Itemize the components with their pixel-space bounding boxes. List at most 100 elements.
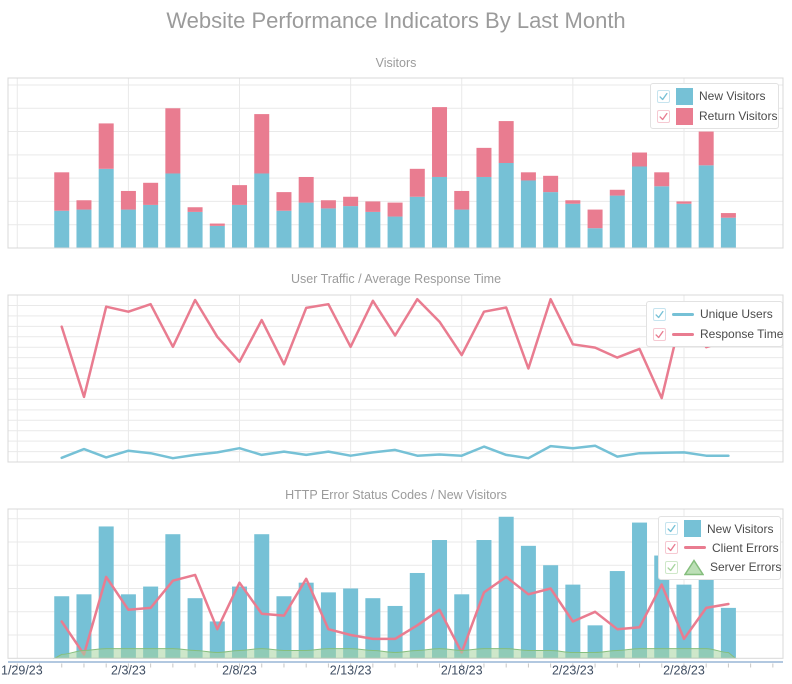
legend-marker-triangle (684, 558, 704, 576)
x-axis-label: 2/13/23 (330, 664, 372, 678)
bar (654, 186, 670, 248)
bar (365, 598, 381, 659)
legend-label: Return Visitors (699, 109, 778, 123)
bar (476, 540, 492, 659)
bar (543, 192, 559, 248)
legend-marker-square (684, 520, 701, 538)
check-icon (667, 525, 676, 533)
bar (454, 209, 470, 248)
series-new-visitors (54, 163, 736, 248)
x-axis-label: 2/23/23 (552, 664, 594, 678)
bar (254, 534, 270, 659)
page-title: Website Performance Indicators By Last M… (166, 8, 626, 33)
series-checkbox[interactable] (665, 541, 678, 555)
plot-border (7, 508, 784, 659)
series-unique-users (60, 444, 730, 460)
bar (632, 522, 648, 659)
legend-item-new-visitors[interactable]: New Visitors (657, 86, 772, 106)
bar (476, 147, 492, 177)
bar (565, 200, 581, 204)
check-icon (655, 310, 664, 318)
bar (187, 207, 203, 212)
legend-item-server-errors[interactable]: Server Errors (665, 558, 781, 577)
bar (232, 185, 248, 205)
legend-label: Unique Users (700, 307, 773, 321)
bar (698, 165, 714, 248)
legend-item-unique-users[interactable]: Unique Users (653, 304, 776, 324)
bar (676, 584, 692, 659)
series-checkbox[interactable] (665, 560, 678, 574)
bar (209, 223, 225, 226)
series-checkbox[interactable] (657, 109, 670, 123)
errors-legend: New Visitors Client Errors Server Errors (658, 516, 781, 580)
bar (654, 172, 670, 187)
x-axis-label: 2/3/23 (111, 664, 146, 678)
check-icon (667, 544, 676, 552)
legend-label: Client Errors (712, 540, 779, 555)
x-axis-label: 2/8/23 (222, 664, 257, 678)
bar (209, 621, 225, 659)
bar (298, 582, 314, 659)
bar (720, 607, 736, 659)
x-axis-label: 2/18/23 (441, 664, 483, 678)
bar (232, 204, 248, 248)
legend-item-response-time[interactable]: Response Time (653, 324, 783, 344)
line-path (60, 444, 730, 460)
bar (187, 211, 203, 248)
bar (343, 206, 359, 248)
bar (165, 108, 181, 174)
bar (276, 210, 292, 248)
check-icon (655, 330, 664, 338)
legend-marker-line (684, 546, 706, 550)
legend-marker-square (676, 107, 693, 125)
line-path (60, 573, 730, 656)
bar (343, 196, 359, 207)
bar (432, 107, 448, 177)
bar (365, 211, 381, 248)
bar (387, 202, 403, 217)
bar (632, 152, 648, 167)
legend-item-return-visitors[interactable]: Return Visitors (657, 106, 777, 126)
bar (587, 228, 603, 248)
legend-marker-line (672, 312, 694, 316)
bar (454, 594, 470, 659)
bar (143, 182, 159, 205)
series-checkbox[interactable] (653, 307, 666, 321)
series-checkbox[interactable] (665, 522, 678, 536)
bar (565, 203, 581, 248)
bar (254, 114, 270, 174)
bar (298, 176, 314, 203)
area-path (52, 648, 737, 659)
bar (143, 586, 159, 659)
legend-marker-line (672, 332, 694, 336)
legend-item-client-errors[interactable]: Client Errors (665, 538, 779, 557)
bar (120, 209, 136, 248)
legend-item-new-visitors[interactable]: New Visitors (665, 519, 774, 538)
bar (54, 596, 70, 659)
x-axis-label: 2/28/23 (663, 664, 705, 678)
bar (676, 201, 692, 204)
series-checkbox[interactable] (653, 327, 666, 341)
bar (543, 175, 559, 193)
bar (543, 565, 559, 659)
series-checkbox[interactable] (657, 89, 670, 103)
x-axis-label: 1/29/23 (1, 664, 43, 678)
bar (520, 172, 536, 181)
bar (387, 605, 403, 659)
bar (320, 592, 336, 659)
bar (165, 534, 181, 659)
bar (698, 131, 714, 166)
bar (676, 203, 692, 248)
bar (432, 176, 448, 248)
series-server-errors (52, 648, 737, 659)
bar (320, 200, 336, 209)
visitors-legend: New Visitors Return Visitors (650, 83, 779, 129)
legend-label: New Visitors (699, 89, 766, 103)
bar (76, 200, 92, 210)
bar (498, 163, 514, 248)
bar (320, 208, 336, 248)
check-icon (659, 92, 668, 100)
plot-border (7, 77, 784, 249)
bar (520, 545, 536, 659)
